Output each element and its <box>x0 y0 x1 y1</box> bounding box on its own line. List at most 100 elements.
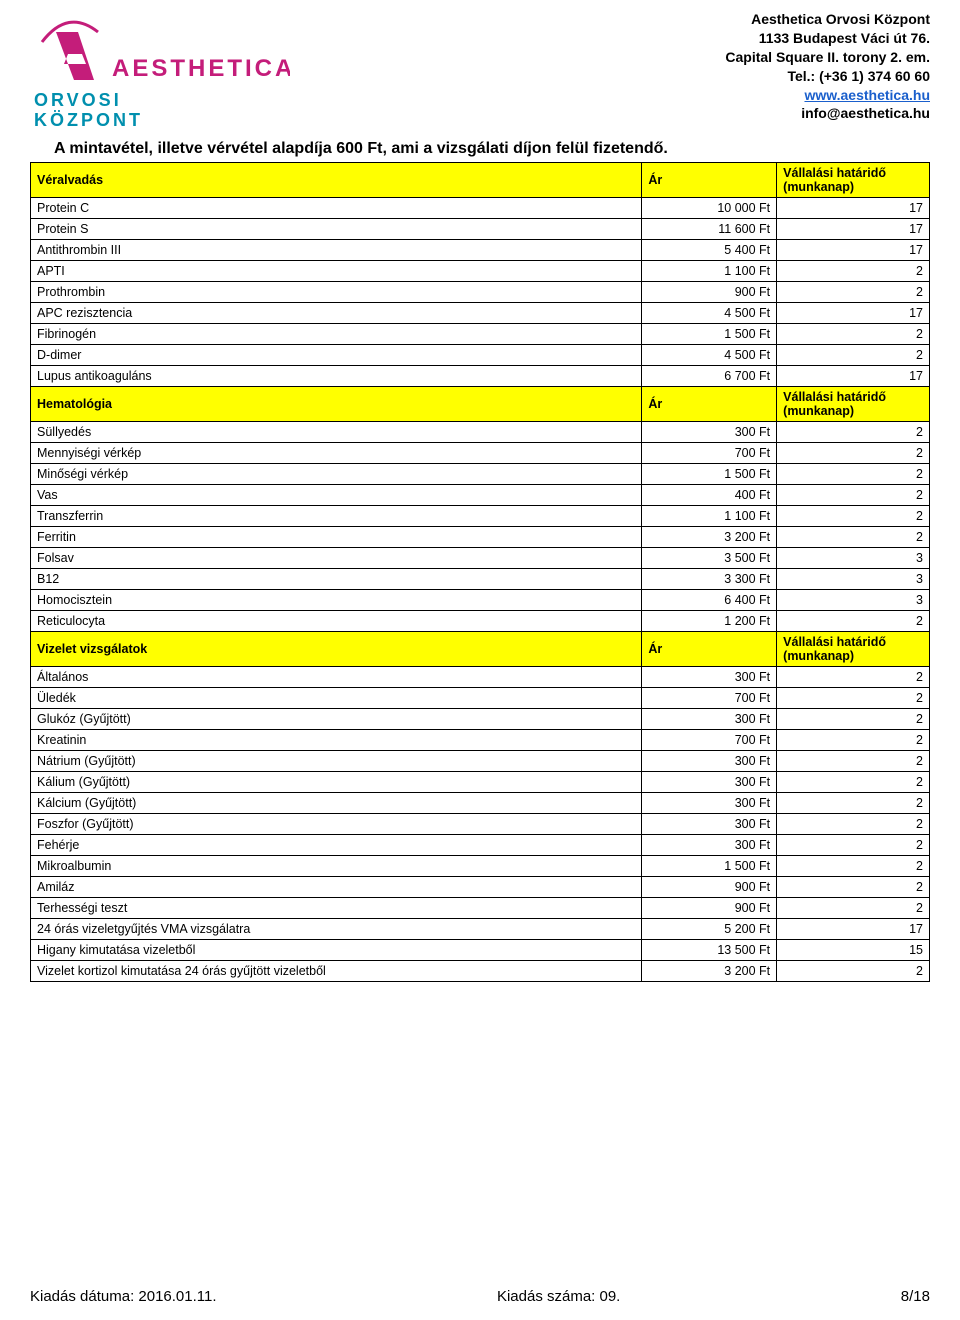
item-days: 17 <box>777 303 930 324</box>
footer-page: 8/18 <box>901 1288 930 1305</box>
item-days: 2 <box>777 345 930 366</box>
table-row: Homocisztein6 400 Ft3 <box>31 590 930 611</box>
item-price: 900 Ft <box>642 898 777 919</box>
item-days: 2 <box>777 506 930 527</box>
item-days: 17 <box>777 366 930 387</box>
item-price: 300 Ft <box>642 772 777 793</box>
item-name: Minőségi vérkép <box>31 464 642 485</box>
address-line-1: 1133 Budapest Váci út 76. <box>725 29 930 48</box>
item-price: 4 500 Ft <box>642 345 777 366</box>
item-name: Prothrombin <box>31 282 642 303</box>
table-row: Üledék700 Ft2 <box>31 688 930 709</box>
table-row: Mennyiségi vérkép700 Ft2 <box>31 443 930 464</box>
item-name: Antithrombin III <box>31 240 642 261</box>
item-price: 700 Ft <box>642 443 777 464</box>
item-name: Süllyedés <box>31 422 642 443</box>
item-days: 2 <box>777 485 930 506</box>
table-row: Ferritin3 200 Ft2 <box>31 527 930 548</box>
page-header: AESTHETICA ORVOSI KÖZPONT Aesthetica Orv… <box>30 10 930 134</box>
item-name: Transzferrin <box>31 506 642 527</box>
item-name: Amiláz <box>31 877 642 898</box>
item-price: 300 Ft <box>642 814 777 835</box>
item-name: Általános <box>31 667 642 688</box>
item-price: 13 500 Ft <box>642 940 777 961</box>
table-row: Protein C10 000 Ft17 <box>31 198 930 219</box>
item-name: Higany kimutatása vizeletből <box>31 940 642 961</box>
item-price: 6 400 Ft <box>642 590 777 611</box>
item-days: 2 <box>777 611 930 632</box>
item-name: APTI <box>31 261 642 282</box>
item-price: 1 100 Ft <box>642 261 777 282</box>
item-price: 300 Ft <box>642 709 777 730</box>
item-price: 3 200 Ft <box>642 527 777 548</box>
item-days: 2 <box>777 464 930 485</box>
table-row: Prothrombin900 Ft2 <box>31 282 930 303</box>
item-name: Foszfor (Gyűjtött) <box>31 814 642 835</box>
item-price: 1 500 Ft <box>642 324 777 345</box>
item-name: Folsav <box>31 548 642 569</box>
table-row: Fehérje300 Ft2 <box>31 835 930 856</box>
item-price: 3 200 Ft <box>642 961 777 982</box>
table-row: Folsav3 500 Ft3 <box>31 548 930 569</box>
price-header: Ár <box>642 387 777 422</box>
item-days: 17 <box>777 198 930 219</box>
logo: AESTHETICA ORVOSI KÖZPONT <box>30 14 290 134</box>
table-row: Higany kimutatása vizeletből13 500 Ft15 <box>31 940 930 961</box>
logo-svg: AESTHETICA ORVOSI KÖZPONT <box>30 14 290 134</box>
item-days: 3 <box>777 569 930 590</box>
item-days: 2 <box>777 835 930 856</box>
footer-date: Kiadás dátuma: 2016.01.11. <box>30 1288 217 1305</box>
item-price: 700 Ft <box>642 730 777 751</box>
item-days: 2 <box>777 814 930 835</box>
item-days: 2 <box>777 527 930 548</box>
table-row: 24 órás vizeletgyűjtés VMA vizsgálatra5 … <box>31 919 930 940</box>
item-days: 2 <box>777 793 930 814</box>
item-name: Kreatinin <box>31 730 642 751</box>
item-name: Homocisztein <box>31 590 642 611</box>
section-header: HematológiaÁrVállalási határidő (munkana… <box>31 387 930 422</box>
item-name: Fibrinogén <box>31 324 642 345</box>
item-price: 1 100 Ft <box>642 506 777 527</box>
table-row: Kálcium (Gyűjtött)300 Ft2 <box>31 793 930 814</box>
item-name: Mennyiségi vérkép <box>31 443 642 464</box>
item-name: Ferritin <box>31 527 642 548</box>
item-days: 2 <box>777 877 930 898</box>
item-days: 2 <box>777 667 930 688</box>
item-name: 24 órás vizeletgyűjtés VMA vizsgálatra <box>31 919 642 940</box>
item-price: 300 Ft <box>642 793 777 814</box>
table-row: Süllyedés300 Ft2 <box>31 422 930 443</box>
item-days: 2 <box>777 898 930 919</box>
item-days: 17 <box>777 219 930 240</box>
item-name: Mikroalbumin <box>31 856 642 877</box>
website-link[interactable]: www.aesthetica.hu <box>804 87 930 103</box>
item-name: Protein S <box>31 219 642 240</box>
table-row: Mikroalbumin1 500 Ft2 <box>31 856 930 877</box>
item-days: 2 <box>777 324 930 345</box>
item-days: 2 <box>777 751 930 772</box>
table-row: Foszfor (Gyűjtött)300 Ft2 <box>31 814 930 835</box>
item-days: 2 <box>777 422 930 443</box>
item-price: 3 500 Ft <box>642 548 777 569</box>
section-header: VéralvadásÁrVállalási határidő (munkanap… <box>31 163 930 198</box>
item-name: Protein C <box>31 198 642 219</box>
item-days: 2 <box>777 709 930 730</box>
item-name: Kálcium (Gyűjtött) <box>31 793 642 814</box>
item-name: D-dimer <box>31 345 642 366</box>
page-footer: Kiadás dátuma: 2016.01.11. Kiadás száma:… <box>30 1288 930 1305</box>
table-row: Kálium (Gyűjtött)300 Ft2 <box>31 772 930 793</box>
table-row: Protein S11 600 Ft17 <box>31 219 930 240</box>
item-name: B12 <box>31 569 642 590</box>
item-days: 2 <box>777 961 930 982</box>
table-row: Minőségi vérkép1 500 Ft2 <box>31 464 930 485</box>
table-row: Reticulocyta1 200 Ft2 <box>31 611 930 632</box>
item-price: 5 200 Ft <box>642 919 777 940</box>
item-name: Vas <box>31 485 642 506</box>
table-row: APTI1 100 Ft2 <box>31 261 930 282</box>
item-days: 2 <box>777 443 930 464</box>
price-header: Ár <box>642 632 777 667</box>
section-title: Hematológia <box>31 387 642 422</box>
table-row: APC rezisztencia4 500 Ft17 <box>31 303 930 324</box>
item-name: Glukóz (Gyűjtött) <box>31 709 642 730</box>
item-price: 700 Ft <box>642 688 777 709</box>
table-row: Kreatinin700 Ft2 <box>31 730 930 751</box>
